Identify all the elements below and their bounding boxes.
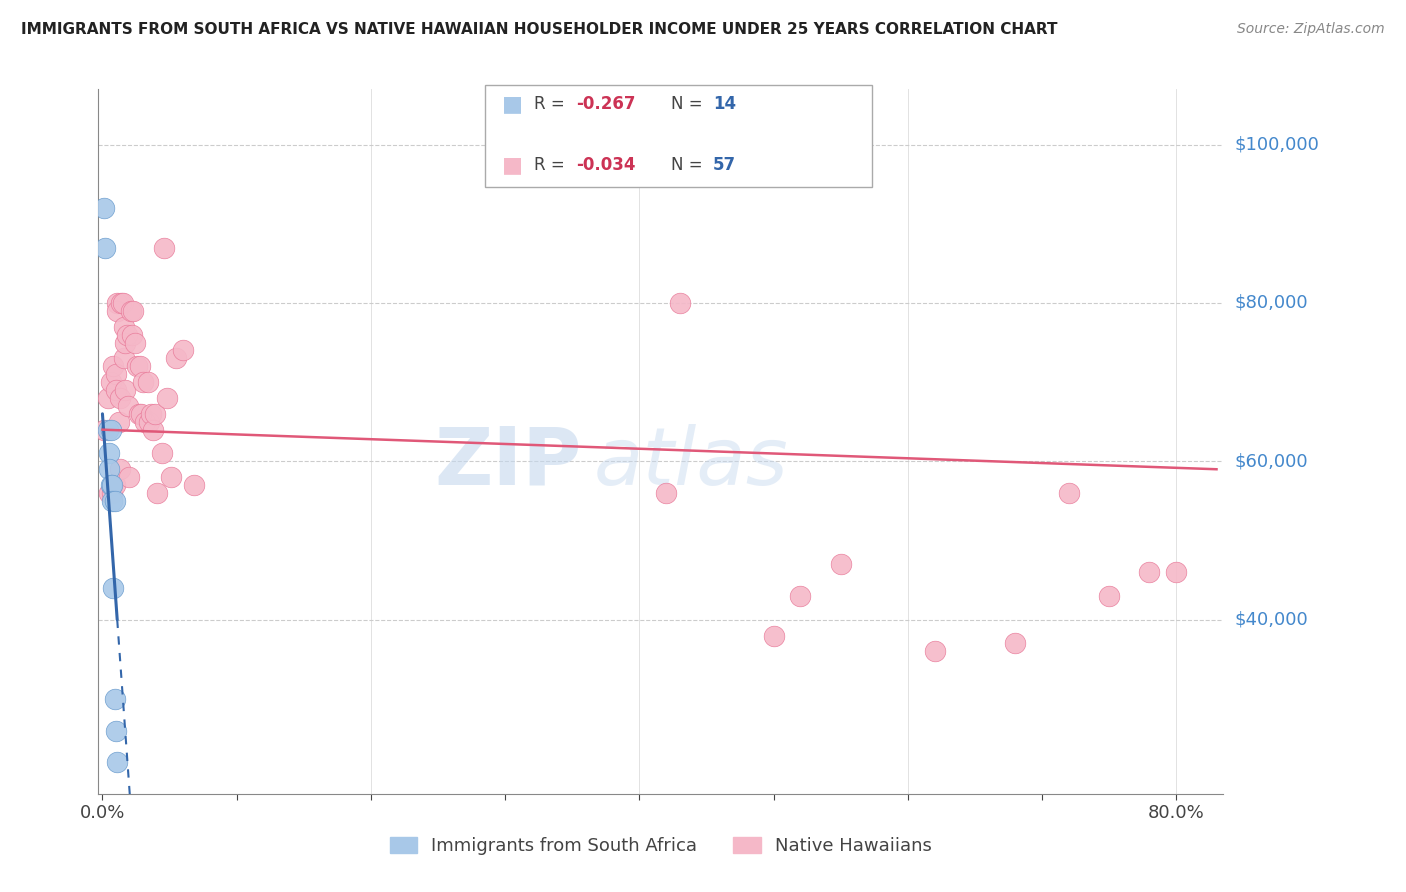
- Point: [120, 304, 142, 318]
- Point: [146, 486, 169, 500]
- Text: atlas: atlas: [593, 424, 789, 501]
- Point: [139, 407, 162, 421]
- Text: $80,000: $80,000: [1234, 294, 1308, 312]
- Point: [1166, 565, 1188, 579]
- Text: ZIP: ZIP: [434, 424, 582, 501]
- Point: [105, 304, 128, 318]
- Point: [153, 241, 176, 255]
- Point: [128, 407, 150, 421]
- Point: [789, 589, 811, 603]
- Text: ■: ■: [502, 95, 523, 114]
- Point: [110, 296, 132, 310]
- Text: -0.034: -0.034: [576, 156, 636, 174]
- Point: [124, 335, 146, 350]
- Point: [122, 304, 145, 318]
- Point: [94, 241, 117, 255]
- Point: [101, 478, 124, 492]
- Point: [138, 415, 160, 429]
- Text: N =: N =: [671, 95, 707, 113]
- Point: [150, 446, 173, 460]
- Text: -0.267: -0.267: [576, 95, 636, 113]
- Text: 14: 14: [713, 95, 735, 113]
- Point: [112, 351, 135, 366]
- Point: [136, 375, 159, 389]
- Point: [762, 628, 785, 642]
- Point: [103, 478, 125, 492]
- Point: [108, 462, 131, 476]
- Text: IMMIGRANTS FROM SOUTH AFRICA VS NATIVE HAWAIIAN HOUSEHOLDER INCOME UNDER 25 YEAR: IMMIGRANTS FROM SOUTH AFRICA VS NATIVE H…: [21, 22, 1057, 37]
- Point: [111, 296, 134, 310]
- Text: ■: ■: [502, 155, 523, 175]
- Point: [118, 470, 141, 484]
- Point: [1098, 589, 1121, 603]
- Legend: Immigrants from South Africa, Native Hawaiians: Immigrants from South Africa, Native Haw…: [382, 830, 939, 863]
- Point: [132, 375, 155, 389]
- Point: [129, 359, 152, 374]
- Point: [103, 359, 125, 374]
- Point: [1137, 565, 1160, 579]
- Point: [108, 391, 131, 405]
- Point: [104, 723, 127, 738]
- Point: [98, 446, 121, 460]
- Point: [100, 478, 122, 492]
- Point: [134, 415, 156, 429]
- Point: [103, 494, 125, 508]
- Point: [104, 383, 127, 397]
- Point: [172, 343, 194, 358]
- Point: [924, 644, 946, 658]
- Point: [1004, 636, 1026, 650]
- Point: [112, 319, 135, 334]
- Point: [93, 423, 115, 437]
- Point: [105, 296, 128, 310]
- Text: 57: 57: [713, 156, 735, 174]
- Point: [101, 486, 124, 500]
- Point: [103, 691, 125, 706]
- Point: [127, 359, 149, 374]
- Point: [121, 327, 143, 342]
- Text: R =: R =: [534, 156, 571, 174]
- Text: N =: N =: [671, 156, 707, 174]
- Text: $100,000: $100,000: [1234, 136, 1319, 153]
- Text: R =: R =: [534, 95, 571, 113]
- Point: [143, 407, 166, 421]
- Point: [142, 423, 165, 437]
- Point: [98, 486, 121, 500]
- Point: [114, 383, 136, 397]
- Point: [668, 296, 690, 310]
- Text: Source: ZipAtlas.com: Source: ZipAtlas.com: [1237, 22, 1385, 37]
- Point: [101, 494, 124, 508]
- Point: [97, 423, 120, 437]
- Point: [830, 558, 852, 572]
- Point: [655, 486, 678, 500]
- Point: [131, 407, 153, 421]
- Text: $40,000: $40,000: [1234, 611, 1308, 629]
- Point: [115, 327, 138, 342]
- Point: [104, 368, 127, 382]
- Point: [160, 470, 183, 484]
- Point: [100, 423, 122, 437]
- Point: [100, 375, 122, 389]
- Point: [98, 462, 121, 476]
- Point: [103, 581, 125, 595]
- Point: [107, 415, 129, 429]
- Point: [156, 391, 179, 405]
- Point: [93, 201, 115, 215]
- Point: [183, 478, 205, 492]
- Text: $60,000: $60,000: [1234, 452, 1308, 470]
- Point: [105, 755, 128, 769]
- Point: [97, 391, 120, 405]
- Point: [165, 351, 187, 366]
- Point: [117, 399, 139, 413]
- Point: [1057, 486, 1080, 500]
- Point: [114, 335, 136, 350]
